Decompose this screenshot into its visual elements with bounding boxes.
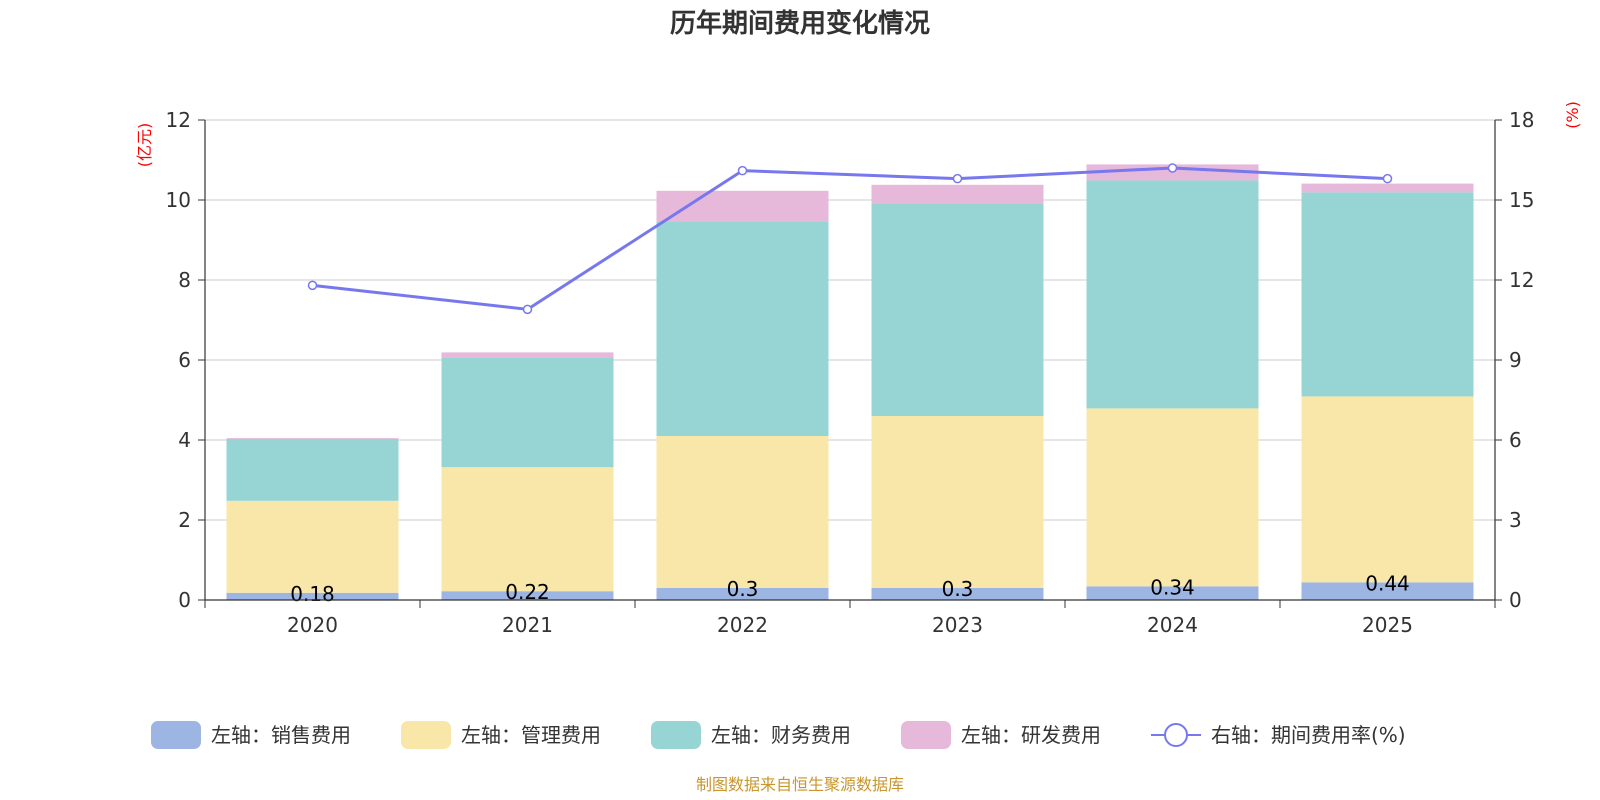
bar-3-2023[interactable] (871, 184, 1044, 204)
left-tick-label: 0 (178, 588, 191, 612)
legend-item-1[interactable]: 左轴：管理费用 (401, 721, 601, 749)
rate-point-2025[interactable] (1382, 173, 1393, 184)
bar-data-label: 0.3 (942, 577, 974, 601)
rate-point-2022[interactable] (737, 165, 748, 176)
x-tick-label: 2022 (717, 613, 768, 637)
legend-item-0[interactable]: 左轴：销售费用 (151, 721, 351, 749)
right-tick-label: 15 (1509, 188, 1534, 212)
bar-0-2024[interactable] (1086, 586, 1259, 600)
bar-0-2023[interactable] (871, 588, 1044, 600)
legend-label: 左轴：销售费用 (211, 723, 351, 747)
legend-label: 左轴：研发费用 (961, 723, 1101, 747)
chart-title: 历年期间费用变化情况 (670, 8, 930, 39)
right-axis-name: (%) (1563, 101, 1582, 129)
legend-label: 左轴：财务费用 (711, 723, 851, 747)
legend-label: 右轴：期间费用率(%) (1211, 723, 1406, 747)
rate-point-2020[interactable] (307, 280, 318, 291)
axes: 0 2 4 6 8 10 12 0 3 6 9 12 15 18 2020 2021 2022 2023 2024 2… (135, 101, 1582, 637)
bar-3-2022[interactable] (656, 190, 829, 222)
right-tick-label: 3 (1509, 508, 1522, 532)
legend[interactable]: 左轴：销售费用 左轴：管理费用 左轴：财务费用 左轴：研发费用 右轴：期间费用率(%) (151, 721, 1406, 749)
legend-swatch (401, 721, 451, 749)
right-tick-label: 18 (1509, 108, 1534, 132)
left-axis-name: (亿元) (135, 123, 154, 168)
source-note: 制图数据来自恒生聚源数据库 (696, 775, 904, 794)
legend-label: 左轴：管理费用 (461, 723, 601, 747)
left-tick-label: 6 (178, 348, 191, 372)
left-tick-label: 12 (166, 108, 191, 132)
x-tick-label: 2023 (932, 613, 983, 637)
legend-marker (1164, 723, 1188, 747)
legend-item-2[interactable]: 左轴：财务费用 (651, 721, 851, 749)
legend-swatch (151, 721, 201, 749)
bar-1-2023[interactable] (871, 416, 1044, 588)
bar-2-2021[interactable] (441, 357, 614, 468)
bar-1-2024[interactable] (1086, 408, 1259, 587)
bar-0-2022[interactable] (656, 588, 829, 600)
x-tick-label: 2020 (287, 613, 338, 637)
left-tick-label: 8 (178, 268, 191, 292)
bar-data-label: 0.18 (290, 582, 335, 606)
right-tick-label: 6 (1509, 428, 1522, 452)
bars: 0.18 0.22 0.3 0.3 0.34 0.44 (226, 164, 1474, 606)
bar-3-2025[interactable] (1301, 183, 1474, 193)
bar-0-2020[interactable] (226, 592, 399, 600)
rate-point-2023[interactable] (952, 173, 963, 184)
bar-data-label: 0.34 (1150, 575, 1195, 599)
bar-0-2021[interactable] (441, 591, 614, 600)
bar-1-2021[interactable] (441, 467, 614, 592)
bar-2-2025[interactable] (1301, 192, 1474, 397)
legend-item-4[interactable]: 右轴：期间费用率(%) (1151, 723, 1406, 747)
bar-2-2020[interactable] (226, 438, 399, 501)
bar-1-2022[interactable] (656, 436, 829, 588)
legend-swatch (651, 721, 701, 749)
bar-2-2024[interactable] (1086, 180, 1259, 409)
bar-data-label: 0.3 (727, 577, 759, 601)
rate-point-2021[interactable] (522, 304, 533, 315)
x-tick-label: 2025 (1362, 613, 1413, 637)
left-tick-label: 10 (166, 188, 191, 212)
right-tick-label: 9 (1509, 348, 1522, 372)
bar-2-2022[interactable] (656, 222, 829, 436)
grid (205, 119, 1495, 601)
left-tick-label: 4 (178, 428, 191, 452)
bar-data-label: 0.44 (1365, 571, 1410, 595)
bar-1-2020[interactable] (226, 500, 399, 593)
rate-line-path (312, 166, 1388, 311)
bar-3-2021[interactable] (441, 352, 614, 358)
x-tick-label: 2024 (1147, 613, 1198, 637)
bar-data-label: 0.22 (505, 580, 550, 604)
right-tick-label: 12 (1509, 268, 1534, 292)
x-tick-label: 2021 (502, 613, 553, 637)
right-tick-label: 0 (1509, 588, 1522, 612)
rate-line (307, 163, 1393, 315)
left-tick-label: 2 (178, 508, 191, 532)
rate-point-2024[interactable] (1167, 163, 1178, 173)
legend-item-3[interactable]: 左轴：研发费用 (901, 721, 1101, 749)
bar-0-2025[interactable] (1301, 582, 1474, 600)
bar-2-2023[interactable] (871, 204, 1044, 416)
legend-swatch (901, 721, 951, 749)
bar-3-2020[interactable] (226, 438, 399, 439)
bar-1-2025[interactable] (1301, 396, 1474, 583)
